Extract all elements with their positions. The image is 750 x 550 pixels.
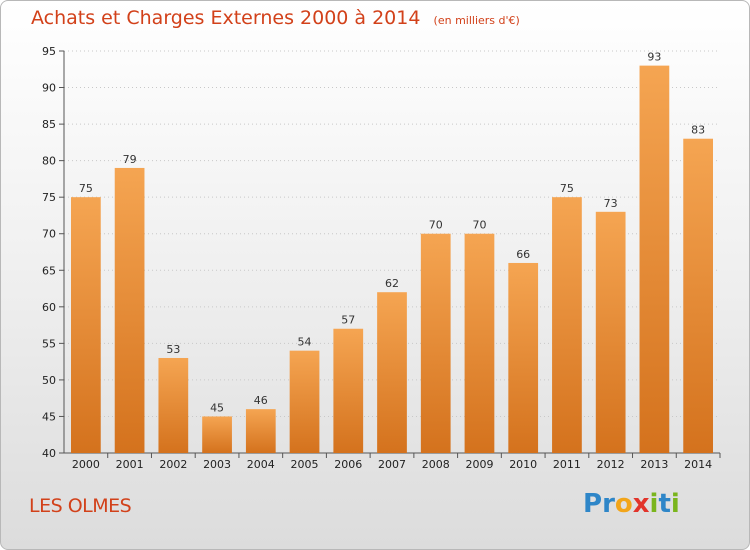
x-tick-label: 2007 xyxy=(378,458,406,471)
data-label: 62 xyxy=(385,277,399,290)
y-tick-label: 70 xyxy=(42,228,56,241)
x-tick-label: 2005 xyxy=(291,458,319,471)
data-label: 75 xyxy=(79,182,93,195)
logo-letter: i xyxy=(649,489,659,519)
logo-letter: P xyxy=(583,489,603,519)
logo-letter: i xyxy=(670,489,680,519)
data-label: 73 xyxy=(604,197,618,210)
x-tick-label: 2013 xyxy=(640,458,668,471)
logo-letter: x xyxy=(632,489,650,519)
data-label: 79 xyxy=(123,153,137,166)
x-tick-label: 2001 xyxy=(116,458,144,471)
y-tick-label: 65 xyxy=(42,264,56,277)
y-tick-label: 50 xyxy=(42,374,56,387)
bar-2005 xyxy=(289,350,320,453)
proxiti-logo[interactable]: Proxiti xyxy=(583,489,680,519)
x-tick-label: 2011 xyxy=(553,458,581,471)
y-tick-label: 75 xyxy=(42,191,56,204)
bar-2012 xyxy=(595,211,626,453)
x-tick-label: 2014 xyxy=(684,458,712,471)
location-name: LES OLMES xyxy=(29,495,132,517)
bar-2011 xyxy=(552,197,582,453)
labels: 2000 75 2001 79 2002 53 2003 45 2004 46 2005 54 2006… xyxy=(72,51,712,471)
data-label: 70 xyxy=(472,219,486,232)
bar-2006 xyxy=(333,328,364,453)
y-tick-label: 55 xyxy=(42,337,56,350)
data-label: 70 xyxy=(429,219,443,232)
bar-2010 xyxy=(508,262,539,453)
x-tick-label: 2006 xyxy=(334,458,362,471)
x-tick-label: 2008 xyxy=(422,458,450,471)
data-label: 45 xyxy=(210,401,224,414)
y-tick-label: 85 xyxy=(42,118,56,131)
logo-letter: t xyxy=(658,489,671,519)
y-tick-label: 60 xyxy=(42,301,56,314)
title-block: Achats et Charges Externes 2000 à 2014 (… xyxy=(31,7,520,29)
bar-2007 xyxy=(377,292,407,453)
logo-letter: o xyxy=(614,489,633,519)
x-tick-label: 2004 xyxy=(247,458,275,471)
bar-2000 xyxy=(70,197,101,453)
bar-2004 xyxy=(245,409,276,453)
bar-2008 xyxy=(420,233,451,453)
y-tick-label: 95 xyxy=(42,45,56,58)
x-tick-label: 2009 xyxy=(465,458,493,471)
x-tick-label: 2010 xyxy=(509,458,537,471)
bar-2013 xyxy=(639,65,670,454)
y-tick-label: 45 xyxy=(42,410,56,423)
y-tick-label: 90 xyxy=(42,82,56,95)
logo-letter: r xyxy=(602,489,615,519)
data-label: 57 xyxy=(341,314,355,327)
data-label: 66 xyxy=(516,248,530,261)
bars xyxy=(70,65,714,454)
data-label: 75 xyxy=(560,182,574,195)
y-tick-label: 80 xyxy=(42,155,56,168)
data-label: 53 xyxy=(166,343,180,356)
data-label: 93 xyxy=(647,51,661,64)
data-label: 54 xyxy=(298,336,312,349)
bar-2003 xyxy=(202,416,232,453)
bar-2001 xyxy=(114,167,145,454)
x-tick-label: 2003 xyxy=(203,458,231,471)
x-tick-label: 2002 xyxy=(159,458,187,471)
bar-2009 xyxy=(464,233,495,453)
bar-2002 xyxy=(158,357,189,453)
x-tick-label: 2000 xyxy=(72,458,100,471)
chart-subtitle: (en milliers d'€) xyxy=(433,14,520,27)
data-label: 46 xyxy=(254,394,268,407)
bar-2014 xyxy=(683,138,714,453)
y-tick-label: 40 xyxy=(42,447,56,460)
chart-title: Achats et Charges Externes 2000 à 2014 xyxy=(31,7,421,29)
x-tick-label: 2012 xyxy=(597,458,625,471)
data-label: 83 xyxy=(691,124,705,137)
